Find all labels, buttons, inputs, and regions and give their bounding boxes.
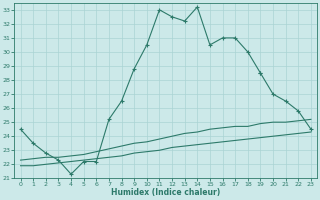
X-axis label: Humidex (Indice chaleur): Humidex (Indice chaleur) — [111, 188, 220, 197]
